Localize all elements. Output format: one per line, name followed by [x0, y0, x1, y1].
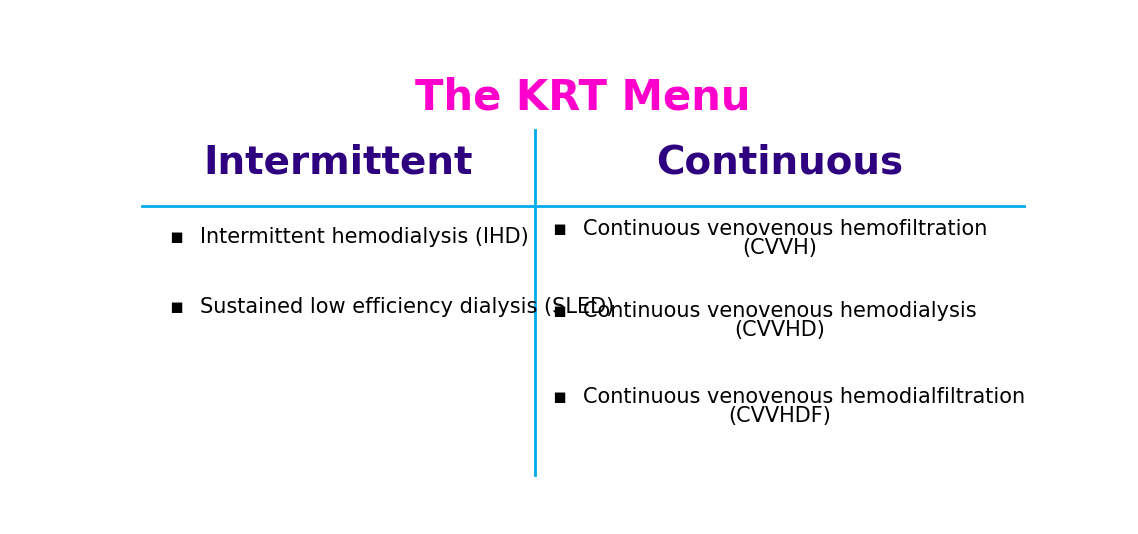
Text: Continuous venovenous hemofiltration: Continuous venovenous hemofiltration	[583, 218, 988, 239]
Text: Continuous venovenous hemodialfiltration: Continuous venovenous hemodialfiltration	[583, 387, 1025, 407]
Text: Intermittent: Intermittent	[204, 144, 473, 182]
Text: ▪: ▪	[168, 227, 183, 247]
Text: ▪: ▪	[552, 301, 567, 321]
Text: The KRT Menu: The KRT Menu	[415, 76, 751, 119]
Text: ▪: ▪	[552, 387, 567, 407]
Text: Intermittent hemodialysis (IHD): Intermittent hemodialysis (IHD)	[199, 227, 528, 247]
Text: ▪: ▪	[168, 297, 183, 317]
Text: Continuous: Continuous	[655, 144, 904, 182]
Text: (CVVHDF): (CVVHDF)	[728, 406, 831, 427]
Text: ▪: ▪	[552, 218, 567, 239]
Text: (CVVHD): (CVVHD)	[734, 320, 825, 340]
Text: (CVVH): (CVVH)	[742, 238, 817, 258]
Text: Continuous venovenous hemodialysis: Continuous venovenous hemodialysis	[583, 301, 976, 321]
Text: Sustained low efficiency dialysis (SLED): Sustained low efficiency dialysis (SLED)	[199, 297, 613, 317]
